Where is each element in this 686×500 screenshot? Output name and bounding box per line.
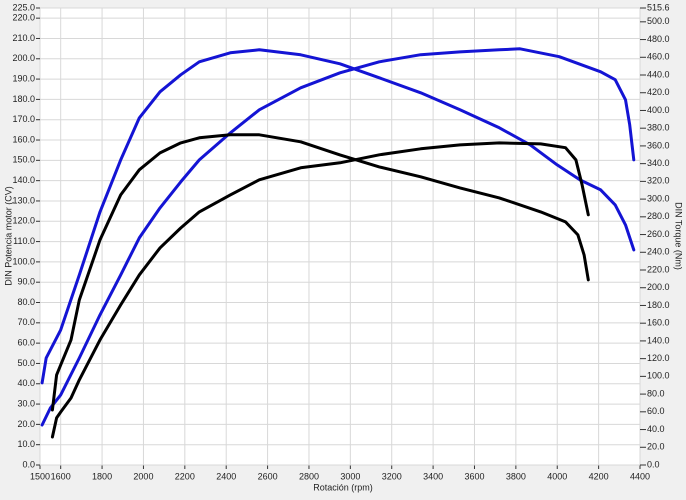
y-tick-label: 110.0: [13, 236, 35, 246]
y2-tick-label: 60.0: [647, 406, 665, 416]
x-tick-label: 2800: [299, 471, 319, 481]
y-tick-label: 150.0: [12, 155, 35, 165]
y2-tick-label: 260.0: [647, 229, 670, 239]
plot-area: [39, 7, 641, 466]
x-tick-label: 1800: [92, 471, 112, 481]
x-tick-label: 4000: [547, 471, 567, 481]
y-tick-label: 130.0: [12, 195, 35, 205]
y-tick-label: 80.0: [17, 297, 35, 307]
y-tick-label: 100.0: [12, 256, 35, 266]
y2-tick-label: 400.0: [647, 105, 670, 115]
y-tick-label: 140.0: [12, 175, 35, 185]
y-tick-label: 90.0: [17, 277, 35, 287]
y2-tick-label: 160.0: [647, 318, 670, 328]
x-tick-label: 2400: [216, 471, 236, 481]
y2-tick-label: 120.0: [647, 353, 670, 363]
x-tick-label: 1600: [51, 471, 71, 481]
y2-tick-label: 320.0: [647, 176, 670, 186]
y2-tick-label: 360.0: [647, 140, 670, 150]
y-tick-label: 10.0: [17, 439, 35, 449]
y-tick-label: 200.0: [12, 53, 35, 63]
x-tick-label: 3800: [506, 471, 526, 481]
y-tick-label: 70.0: [17, 317, 35, 327]
y2-tick-label: 420.0: [647, 87, 670, 97]
y-tick-label: 180.0: [12, 94, 35, 104]
y2-tick-label: 340.0: [647, 158, 670, 168]
x-tick-label: 1500: [30, 471, 50, 481]
y-tick-label: 60.0: [17, 338, 35, 348]
y2-tick-label: 40.0: [647, 424, 665, 434]
y2-tick-label: 80.0: [647, 388, 665, 398]
y2-tick-label: 500.0: [647, 16, 670, 26]
x-tick-label: 3200: [382, 471, 402, 481]
y2-tick-label: 140.0: [647, 335, 670, 345]
y-tick-label: 40.0: [17, 378, 35, 388]
y2-tick-label: 100.0: [647, 371, 670, 381]
y2-tick-label: 280.0: [647, 211, 670, 221]
y-tick-label: 170.0: [12, 114, 35, 124]
y-tick-label: 220.0: [12, 13, 35, 23]
x-tick-label: 2000: [133, 471, 153, 481]
y2-tick-label: 240.0: [647, 247, 670, 257]
y2-tick-label: 460.0: [647, 52, 670, 62]
x-tick-label: 2600: [258, 471, 278, 481]
y2-tick-label: 480.0: [647, 34, 670, 44]
y2-axis-label: DIN Torque (Nm): [674, 202, 684, 270]
y-tick-label: 225.0: [12, 2, 35, 12]
data-line: [50, 141, 590, 439]
x-tick-label: 2200: [175, 471, 195, 481]
y-tick-label: 190.0: [12, 73, 35, 83]
data-line: [40, 47, 636, 427]
x-tick-label: 4200: [589, 471, 609, 481]
y2-tick-label: 300.0: [647, 193, 670, 203]
y2-tick-label: 380.0: [647, 123, 670, 133]
y2-tick-label: 200.0: [647, 282, 670, 292]
y-tick-label: 160.0: [12, 134, 35, 144]
y2-tick-label: 20.0: [647, 442, 665, 452]
y-tick-label: 120.0: [12, 216, 35, 226]
y-tick-label: 210.0: [12, 33, 35, 43]
data-line: [50, 133, 590, 412]
y2-tick-label: 0.0: [647, 459, 660, 469]
y-tick-label: 20.0: [17, 419, 35, 429]
y2-tick-label: 180.0: [647, 300, 670, 310]
y2-tick-label: 440.0: [647, 69, 670, 79]
y2-tick-label: 220.0: [647, 264, 670, 274]
x-tick-label: 3600: [464, 471, 484, 481]
y2-tick-label: 515.6: [647, 2, 670, 12]
x-axis-label: Rotación (rpm): [313, 482, 373, 492]
y-tick-label: 50.0: [17, 358, 35, 368]
x-tick-label: 3400: [423, 471, 443, 481]
y-tick-label: 0.0: [22, 459, 35, 469]
x-tick-label: 3000: [340, 471, 360, 481]
y-tick-label: 30.0: [17, 398, 35, 408]
y-axis-label: DIN Potencia motor (CV): [3, 186, 13, 286]
x-tick-label: 4400: [630, 471, 650, 481]
